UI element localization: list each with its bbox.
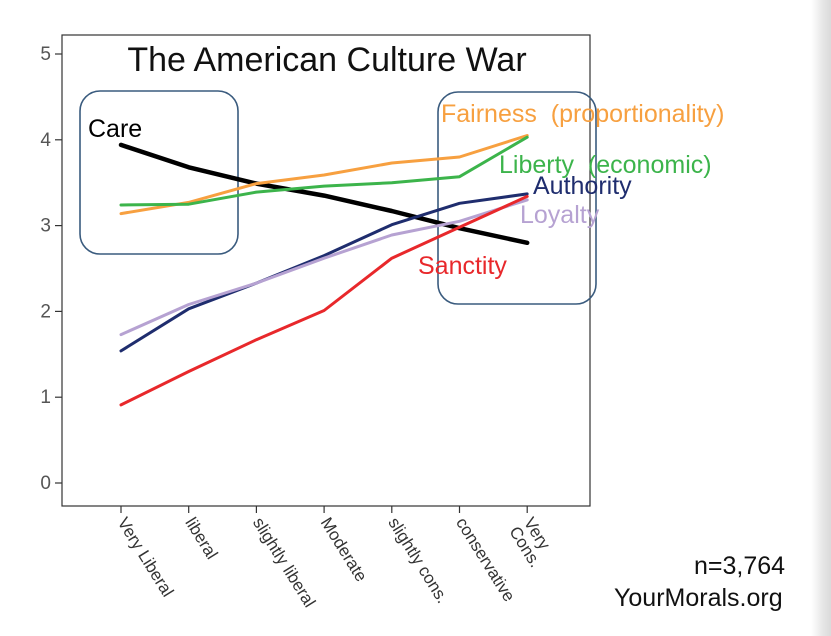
liberal-highlight-box: [79, 90, 239, 255]
liberty-economic-series-label: Liberty (economic): [499, 151, 712, 179]
slide-edge-shading: [811, 0, 831, 636]
fairness-proportionality-series-label: Fairness (proportionality): [441, 100, 724, 128]
x-tick-label: conservative: [452, 514, 519, 605]
x-tick-label-group: Moderate: [317, 514, 371, 585]
x-tick-label: Moderate: [317, 514, 371, 585]
chart-title: The American Culture War: [127, 41, 526, 79]
y-axis: 0 1 2 3 4 5: [40, 44, 62, 494]
liberty-economic-line: [119, 135, 529, 207]
sanctity-line: [119, 194, 529, 407]
series-labels: Care Fairness (proportionality) Liberty (e…: [88, 100, 724, 280]
authority-line: [119, 192, 529, 353]
y-tick-label: 5: [40, 44, 51, 65]
x-tick-label-group: slightly liberal: [249, 514, 319, 611]
x-tick-label: slightly liberal: [249, 514, 319, 611]
y-tick-label: 4: [40, 130, 51, 151]
highlight-boxes: [79, 90, 597, 305]
conservative-highlight-box: [437, 91, 597, 305]
authority-series-label: Authority: [533, 172, 632, 200]
plot-border: [61, 34, 591, 507]
sanctity-series-label: Sanctity: [418, 252, 507, 280]
x-axis: Very Liberal liberal slightly liberalModer…: [114, 506, 554, 611]
care-line: [118, 142, 530, 246]
x-tick-label-group: Very Liberal: [114, 514, 178, 600]
y-tick-label: 3: [40, 216, 51, 237]
y-tick-label: 0: [40, 473, 51, 494]
x-tick-label: slightly cons.: [384, 514, 452, 607]
sample-size-note: n=3,764: [694, 552, 786, 580]
x-tick-label-group: slightly cons.: [384, 514, 452, 607]
plot-frame: [61, 34, 591, 507]
x-tick-label-group: conservative: [452, 514, 519, 605]
loyalty-series-label: Loyalty: [520, 201, 600, 229]
fairness-proportionality-line: [119, 134, 529, 216]
care-series-label: Care: [88, 115, 142, 143]
x-tick-label: Very Liberal: [114, 514, 178, 600]
loyalty-line: [119, 198, 529, 337]
x-tick-label-group: liberal: [181, 514, 221, 563]
x-tick-label: liberal: [181, 514, 221, 563]
series-lines: [118, 134, 530, 407]
y-tick-label: 1: [40, 387, 51, 408]
y-tick-label: 2: [40, 301, 51, 322]
source-note: YourMorals.org: [614, 584, 783, 612]
